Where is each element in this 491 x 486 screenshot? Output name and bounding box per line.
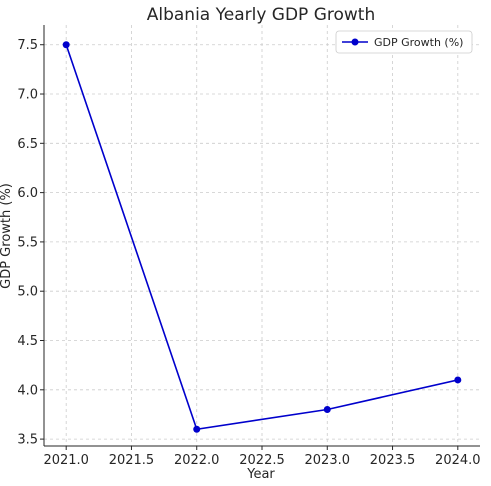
y-axis-label: GDP Growth (%)	[0, 183, 14, 289]
y-tick-label: 4.5	[17, 334, 38, 349]
x-tick-label: 2022.0	[174, 453, 220, 468]
x-tick-label: 2024.0	[435, 453, 481, 468]
x-tick-label: 2023.0	[305, 453, 351, 468]
data-point	[62, 41, 70, 49]
y-tick-label: 5.5	[17, 235, 38, 250]
data-point	[193, 425, 201, 433]
legend-label: GDP Growth (%)	[374, 36, 463, 49]
y-tick-label: 6.5	[17, 137, 38, 152]
y-tick-label: 5.0	[17, 285, 38, 300]
series	[62, 41, 462, 433]
x-tick-label: 2022.5	[239, 453, 285, 468]
x-axis-label: Year	[246, 467, 275, 481]
y-tick-label: 6.0	[17, 186, 38, 201]
y-tick-label: 4.0	[17, 383, 38, 398]
x-ticks: 2021.0 2021.5 2022.0 2022.5 2023.0 2023.5 2024…	[43, 446, 481, 468]
chart-title: Albania Yearly GDP Growth	[147, 5, 376, 25]
x-tick-label: 2023.5	[370, 453, 416, 468]
series-line	[65, 44, 458, 431]
legend: GDP Growth (%)	[335, 30, 473, 54]
legend-marker	[351, 38, 359, 46]
legend-box	[335, 30, 473, 54]
data-point	[454, 376, 462, 384]
y-tick-label: 3.5	[17, 433, 38, 448]
data-point	[323, 406, 331, 414]
grid	[44, 25, 480, 446]
x-tick-label: 2021.0	[43, 453, 89, 468]
y-tick-label: 7.0	[17, 88, 38, 103]
y-ticks: 3.5 4.0 4.5 5.0 5.5 6.0 6.5 7.0 7.5	[17, 38, 44, 448]
x-tick-label: 2021.5	[109, 453, 155, 468]
y-tick-label: 7.5	[17, 38, 38, 53]
